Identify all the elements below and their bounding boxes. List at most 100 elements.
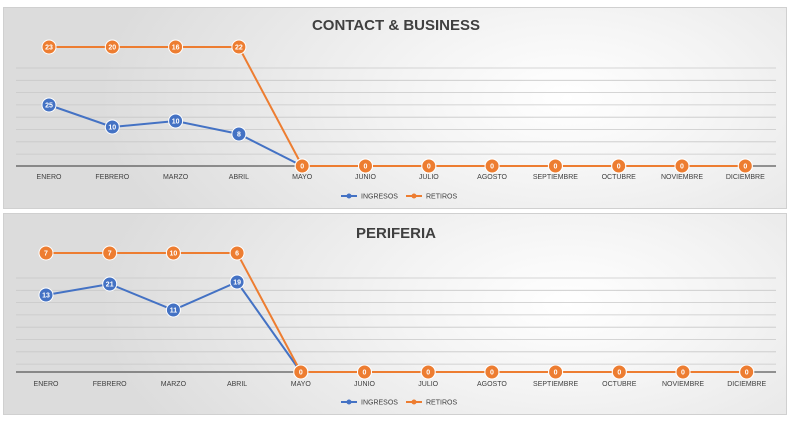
series-line-retiros	[46, 252, 747, 373]
data-label-retiros: 0	[681, 370, 685, 377]
x-tick-label: NOVIEMBRE	[662, 381, 704, 388]
x-tick-label: JUNIO	[354, 381, 376, 388]
x-tick-label: AGOSTO	[477, 174, 507, 181]
data-label-retiros: 6	[235, 251, 239, 258]
data-label-retiros: 0	[426, 370, 430, 377]
data-point-ingresos	[231, 126, 247, 142]
data-label-ingresos: 21	[106, 282, 114, 289]
data-label-ingresos: 10	[108, 125, 116, 132]
data-point-retiros	[168, 39, 184, 55]
legend-label-ingresos: INGRESOS	[361, 194, 398, 201]
chart-svg-periferia: PERIFERIA ENERO FEBRERO MARZO ABRIL MAYO JUNIO…	[16, 225, 776, 407]
data-point-retiros	[484, 158, 500, 174]
data-label-retiros: 0	[363, 370, 367, 377]
data-point-retiros	[737, 158, 753, 174]
data-label-retiros: 0	[680, 164, 684, 171]
data-label-retiros: 0	[490, 370, 494, 377]
chart-panel-contact-business: CONTACT & BUSINESS ENERO FEBRERO MARZO ABRIL…	[3, 7, 787, 209]
data-point-retiros	[41, 39, 57, 55]
x-tick-label: NOVIEMBRE	[661, 174, 703, 181]
legend-marker-retiros	[411, 193, 417, 199]
data-point-retiros	[293, 364, 309, 380]
x-tick-label: ABRIL	[229, 174, 249, 181]
data-label-retiros: 0	[299, 370, 303, 377]
data-point-retiros	[547, 158, 563, 174]
chart-title: PERIFERIA	[356, 225, 436, 242]
data-label-ingresos: 8	[237, 132, 241, 139]
series-line-ingresos	[48, 104, 746, 167]
data-point-retiros	[358, 158, 373, 174]
data-label-retiros: 10	[170, 251, 178, 258]
data-label-ingresos: 10	[172, 119, 180, 126]
data-label-retiros: 22	[235, 45, 243, 52]
data-label-retiros: 0	[617, 370, 621, 377]
x-tick-label: DICIEMBRE	[726, 174, 765, 181]
x-tick-label: JUNIO	[355, 174, 377, 181]
x-tick-label: SEPTIEMBRE	[533, 174, 578, 181]
data-point-retiros	[357, 364, 372, 380]
legend-label-retiros: RETIROS	[426, 400, 457, 407]
data-point-retiros	[165, 245, 181, 261]
x-tick-label: ABRIL	[227, 381, 247, 388]
data-point-ingresos	[165, 302, 181, 318]
data-point-retiros	[229, 245, 245, 261]
data-point-retiros	[611, 364, 627, 380]
data-point-retiros	[674, 158, 690, 174]
data-label-retiros: 0	[745, 370, 749, 377]
data-label-retiros: 7	[108, 251, 112, 258]
data-point-retiros	[294, 158, 310, 174]
data-label-ingresos: 19	[233, 280, 241, 287]
data-label-retiros: 0	[427, 164, 431, 171]
legend-marker-retiros	[411, 399, 417, 405]
legend-label-ingresos: INGRESOS	[361, 400, 398, 407]
data-label-retiros: 0	[300, 164, 304, 171]
data-point-ingresos	[41, 97, 57, 113]
x-tick-label: ENERO	[37, 174, 62, 181]
data-point-retiros	[548, 364, 564, 380]
x-tick-label: MAYO	[292, 174, 313, 181]
data-label-retiros: 0	[553, 164, 557, 171]
x-tick-label: JULIO	[419, 174, 439, 181]
data-label-retiros: 16	[172, 45, 180, 52]
legend-marker-ingresos	[346, 193, 352, 199]
data-label-ingresos: 13	[42, 293, 50, 300]
data-label-ingresos: 11	[170, 308, 178, 315]
data-point-retiros	[421, 158, 437, 174]
data-point-retiros	[611, 158, 627, 174]
data-label-retiros: 20	[108, 45, 116, 52]
x-tick-label: MARZO	[161, 381, 187, 388]
data-point-retiros	[104, 39, 120, 55]
x-tick-label: JULIO	[418, 381, 438, 388]
data-point-ingresos	[168, 113, 184, 129]
legend-label-retiros: RETIROS	[426, 194, 457, 201]
series-line-retiros	[49, 46, 746, 167]
data-point-retiros	[231, 39, 247, 55]
data-point-retiros	[739, 364, 755, 380]
x-tick-label: MAYO	[291, 381, 312, 388]
x-tick-label: OCTUBRE	[602, 381, 637, 388]
data-point-retiros	[102, 245, 118, 261]
x-tick-label: MARZO	[163, 174, 189, 181]
data-label-retiros: 23	[45, 45, 53, 52]
x-tick-label: SEPTIEMBRE	[533, 381, 578, 388]
x-tick-label: FEBRERO	[93, 381, 127, 388]
x-tick-label: DICIEMBRE	[727, 381, 766, 388]
data-point-ingresos	[38, 287, 54, 303]
x-tick-label: AGOSTO	[477, 381, 507, 388]
chart-title: CONTACT & BUSINESS	[312, 17, 480, 34]
data-label-retiros: 0	[617, 164, 621, 171]
data-label-retiros: 0	[554, 370, 558, 377]
data-label-retiros: 0	[490, 164, 494, 171]
data-point-retiros	[675, 364, 691, 380]
data-point-retiros	[38, 245, 54, 261]
data-point-ingresos	[102, 276, 118, 292]
data-label-retiros: 7	[44, 251, 48, 258]
x-tick-label: FEBRERO	[95, 174, 129, 181]
chart-panel-periferia: PERIFERIA ENERO FEBRERO MARZO ABRIL MAYO JUNIO…	[3, 213, 787, 415]
data-point-ingresos	[104, 119, 120, 135]
x-tick-label: OCTUBRE	[602, 174, 637, 181]
data-point-ingresos	[229, 274, 245, 290]
legend-marker-ingresos	[346, 399, 352, 405]
x-tick-label: ENERO	[34, 381, 59, 388]
data-label-retiros: 0	[743, 164, 747, 171]
